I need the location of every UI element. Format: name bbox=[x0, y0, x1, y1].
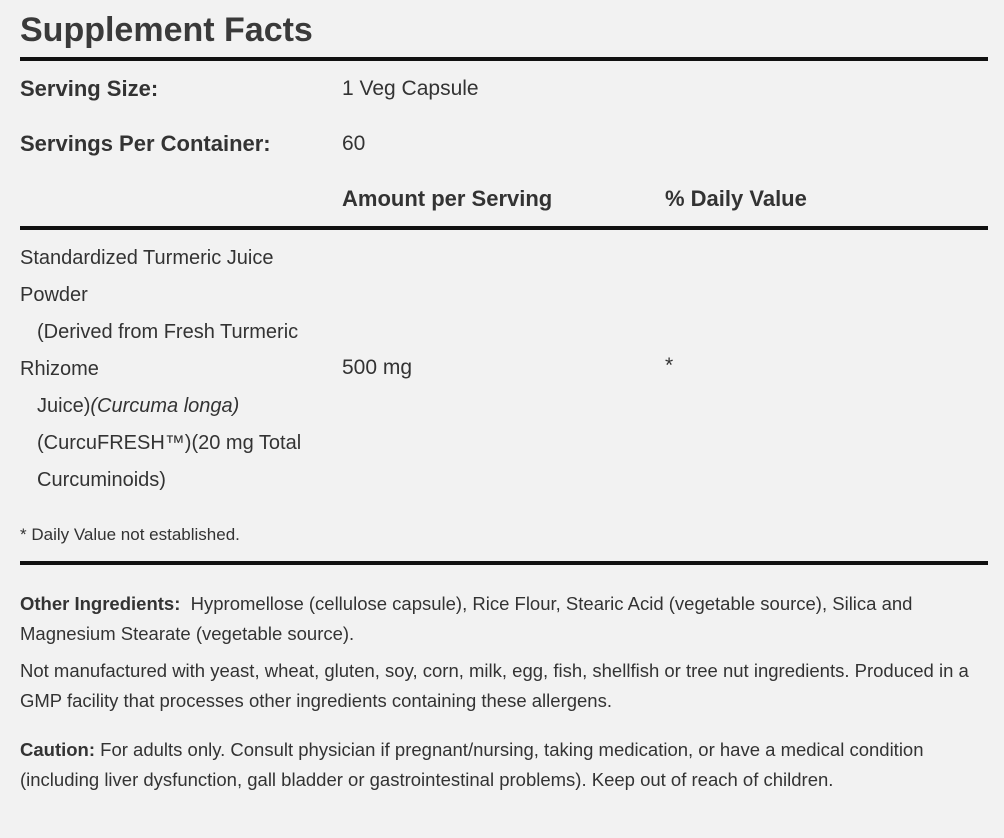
caution-label: Caution: bbox=[20, 739, 96, 760]
ingredient-line: Curcuminoids) bbox=[37, 469, 166, 491]
ingredient-line: (Derived from Fresh Turmeric bbox=[37, 321, 299, 343]
amount-per-serving-header: Amount per Serving bbox=[342, 186, 553, 211]
ingredient-line: Powder bbox=[20, 284, 88, 306]
serving-size-value: 1 Veg Capsule bbox=[342, 77, 479, 100]
other-ingredients-label: Other Ingredients: bbox=[20, 593, 181, 614]
ingredient-line: Juice)(Curcuma longa) bbox=[20, 388, 330, 425]
caution-text: For adults only. Consult physician if pr… bbox=[20, 739, 924, 790]
ingredient-line-part: Juice) bbox=[37, 395, 91, 417]
divider-header bbox=[20, 226, 988, 230]
caution: Caution: For adults only. Consult physic… bbox=[20, 735, 988, 795]
servings-per-container-label: Servings Per Container: bbox=[20, 131, 271, 156]
page-title: Supplement Facts bbox=[20, 11, 313, 49]
daily-value-footnote: * Daily Value not established. bbox=[20, 525, 240, 544]
ingredient-line: (CurcuFRESH™)(20 mg Total bbox=[37, 432, 302, 454]
ingredient-line: Rhizome bbox=[20, 358, 99, 380]
divider-top bbox=[20, 57, 988, 61]
ingredient-name: Standardized Turmeric Juice Powder (Deri… bbox=[20, 240, 330, 499]
daily-value-header: % Daily Value bbox=[665, 186, 807, 211]
ingredient-line: Standardized Turmeric Juice bbox=[20, 247, 274, 269]
ingredient-amount: 500 mg bbox=[342, 356, 413, 379]
other-ingredients: Other Ingredients: Hypromellose (cellulo… bbox=[20, 589, 988, 649]
other-ingredients-text: Hypromellose (cellulose capsule), Rice F… bbox=[20, 593, 913, 644]
servings-per-container-value: 60 bbox=[342, 132, 366, 155]
allergen-statement: Not manufactured with yeast, wheat, glut… bbox=[20, 660, 969, 711]
divider-bottom bbox=[20, 561, 988, 565]
botanical-name: (Curcuma longa) bbox=[90, 395, 240, 417]
serving-size-label: Serving Size: bbox=[20, 76, 159, 101]
ingredient-daily-value: * bbox=[665, 354, 674, 377]
